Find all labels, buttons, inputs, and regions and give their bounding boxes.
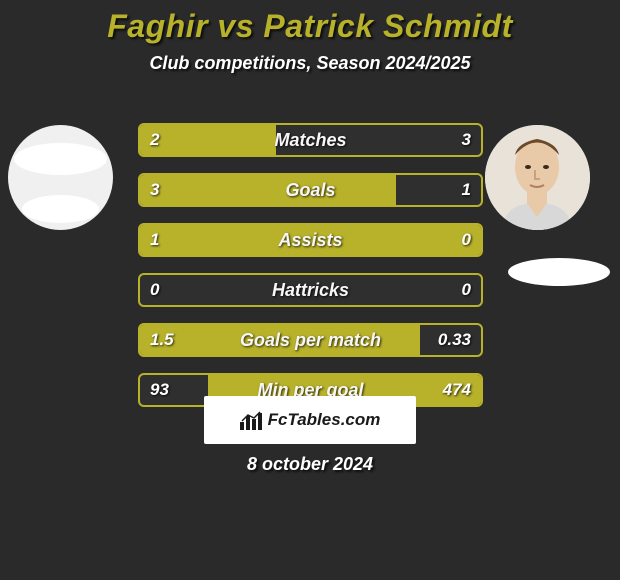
stat-row: 1.5Goals per match0.33 [138, 323, 483, 357]
stat-label: Goals [140, 175, 481, 205]
page-subtitle: Club competitions, Season 2024/2025 [0, 53, 620, 74]
stat-label: Hattricks [140, 275, 481, 305]
page-title: Faghir vs Patrick Schmidt [0, 0, 620, 45]
player-right-portrait [485, 125, 590, 230]
stat-value-right: 0 [462, 275, 471, 305]
stat-label: Matches [140, 125, 481, 155]
chart-icon [240, 410, 262, 430]
stat-label: Assists [140, 225, 481, 255]
player-right-club-badge [508, 258, 610, 286]
stat-label: Goals per match [140, 325, 481, 355]
branding-text: FcTables.com [268, 410, 381, 430]
stat-value-right: 0.33 [438, 325, 471, 355]
stats-bars: 2Matches33Goals11Assists00Hattricks01.5G… [138, 123, 483, 423]
stat-row: 2Matches3 [138, 123, 483, 157]
stat-value-right: 3 [462, 125, 471, 155]
stat-value-right: 1 [462, 175, 471, 205]
stat-value-right: 0 [462, 225, 471, 255]
infographic-container: Faghir vs Patrick Schmidt Club competiti… [0, 0, 620, 580]
stat-row: 1Assists0 [138, 223, 483, 257]
branding-badge: FcTables.com [204, 396, 416, 444]
date-text: 8 october 2024 [0, 454, 620, 475]
stat-row: 0Hattricks0 [138, 273, 483, 307]
stat-value-right: 474 [443, 375, 471, 405]
player-left-avatar [8, 125, 113, 230]
stat-row: 3Goals1 [138, 173, 483, 207]
player-right-avatar [485, 125, 590, 230]
